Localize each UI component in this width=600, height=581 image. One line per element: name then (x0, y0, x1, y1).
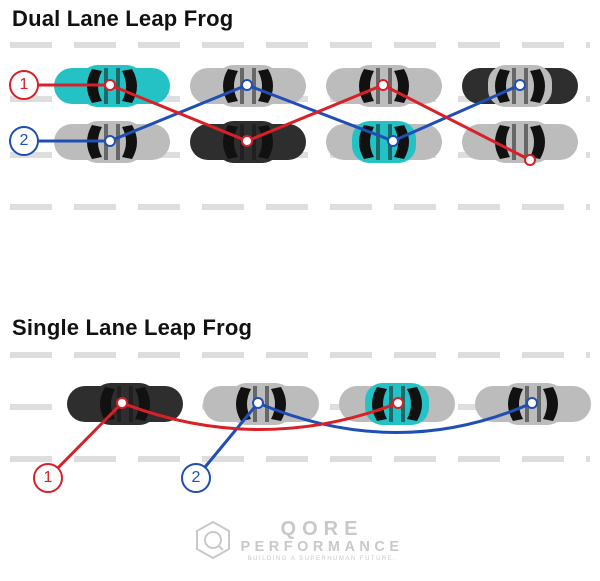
car (460, 62, 580, 110)
single-label-1: 1 (33, 463, 63, 493)
car (52, 62, 172, 110)
single-label-2: 2 (181, 463, 211, 493)
diagram-root: Dual Lane Leap Frog Single Lane Leap Fro… (0, 0, 600, 581)
car (324, 118, 444, 166)
car (324, 62, 444, 110)
car (201, 380, 321, 428)
car (188, 118, 308, 166)
car (337, 380, 457, 428)
single-title: Single Lane Leap Frog (12, 315, 252, 341)
dual-label-1: 1 (9, 70, 39, 100)
car (65, 380, 185, 428)
dual-label-2: 2 (9, 126, 39, 156)
dual-title: Dual Lane Leap Frog (12, 6, 233, 32)
lane-dashes (10, 352, 590, 358)
car (460, 118, 580, 166)
brand-line2: PERFORMANCE (240, 539, 403, 555)
lane-dashes (10, 456, 590, 462)
brand-line3: BUILDING A SUPERHUMAN FUTURE. (240, 556, 403, 562)
lane-dashes (10, 204, 590, 210)
car (188, 62, 308, 110)
brand-block: QORE PERFORMANCE BUILDING A SUPERHUMAN F… (0, 518, 600, 564)
brand-hex-icon (196, 521, 230, 559)
brand-line1: QORE (240, 518, 403, 541)
car (52, 118, 172, 166)
lane-dashes (10, 42, 590, 48)
car (473, 380, 593, 428)
